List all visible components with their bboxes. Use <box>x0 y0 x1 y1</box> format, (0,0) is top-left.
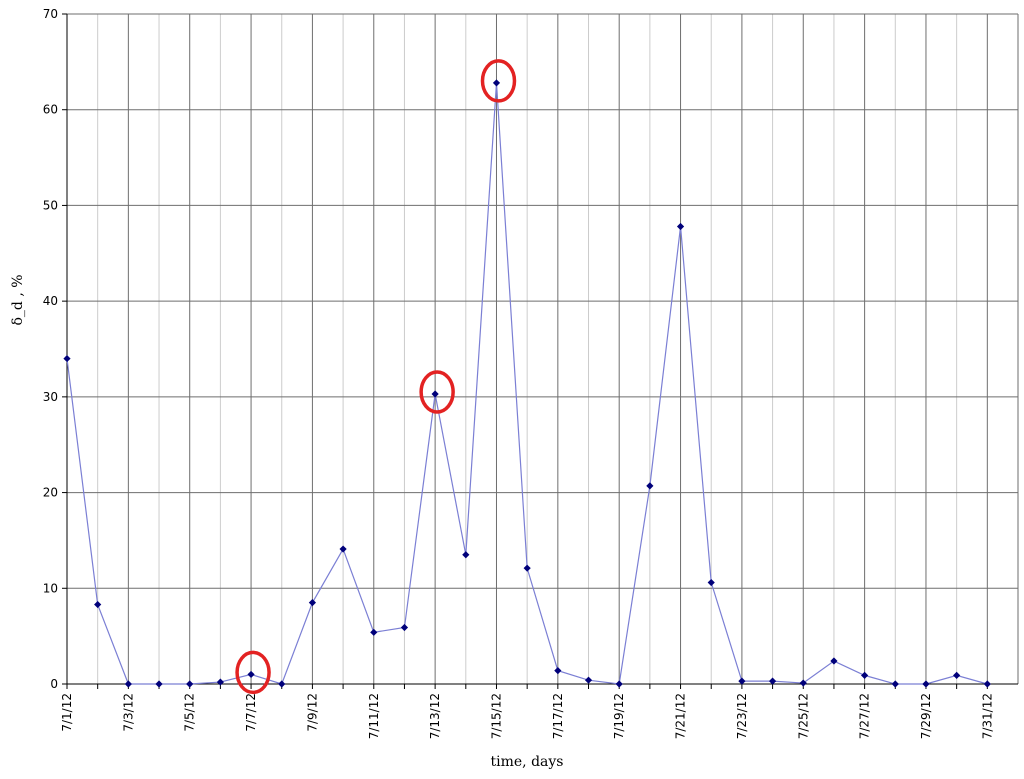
data-point <box>646 482 654 490</box>
x-tick-label: 7/17/12 <box>551 693 565 739</box>
y-tick-label: 10 <box>43 581 58 595</box>
data-point <box>370 628 378 636</box>
data-point <box>554 667 562 675</box>
highlight-circle <box>419 370 455 414</box>
data-point <box>584 676 593 684</box>
data-point <box>124 680 132 688</box>
x-tick-label: 7/21/12 <box>674 693 688 739</box>
x-tick-label: 7/31/12 <box>980 693 994 739</box>
data-point <box>891 680 899 688</box>
data-point <box>492 79 501 87</box>
x-tick-label: 7/5/12 <box>183 693 197 732</box>
data-point <box>247 670 255 679</box>
data-point <box>216 678 224 686</box>
x-tick-label: 7/29/12 <box>919 693 933 739</box>
x-tick-label: 7/3/12 <box>121 693 135 732</box>
data-point <box>615 680 623 688</box>
data-point <box>738 677 746 685</box>
x-tick-label: 7/1/12 <box>60 693 74 732</box>
y-tick-label: 50 <box>43 198 58 212</box>
data-point <box>278 680 286 688</box>
highlight-circle <box>235 650 271 695</box>
data-point <box>339 545 347 553</box>
y-axis-title: δ_d , % <box>10 274 26 325</box>
data-point <box>830 657 838 665</box>
y-tick-label: 40 <box>43 294 58 308</box>
data-point <box>462 551 470 559</box>
data-point <box>922 680 930 688</box>
x-tick-label: 7/23/12 <box>735 693 749 739</box>
x-axis: 7/1/12 7/3/12 7/5/12 7/7/12 7/9/12 7/11/12 7/1… <box>60 683 1018 739</box>
data-point <box>308 599 317 607</box>
y-tick-label: 0 <box>50 677 58 691</box>
x-tick-label: 7/13/12 <box>428 693 442 739</box>
y-tick-label: 60 <box>43 103 58 117</box>
y-tick-label: 70 <box>43 7 58 21</box>
data-point <box>861 671 869 679</box>
data-point <box>676 222 685 231</box>
data-point <box>94 600 102 609</box>
data-point <box>523 564 531 572</box>
data-point <box>983 680 991 688</box>
x-tick-label: 7/19/12 <box>612 693 626 739</box>
data-point <box>953 671 961 679</box>
x-tick-label: 7/25/12 <box>796 693 810 739</box>
data-point <box>63 354 71 363</box>
data-point <box>186 680 194 688</box>
data-point <box>431 390 439 398</box>
x-axis-title: time, days <box>491 754 564 770</box>
x-tick-label: 7/27/12 <box>858 693 872 739</box>
grid <box>66 13 1019 685</box>
data-point <box>768 677 777 685</box>
data-point <box>799 679 807 687</box>
x-tick-label: 7/7/12 <box>244 693 258 732</box>
y-tick-label: 30 <box>43 390 58 404</box>
x-tick-label: 7/11/12 <box>367 693 381 739</box>
x-tick-label: 7/9/12 <box>305 693 319 732</box>
x-tick-label: 7/15/12 <box>489 693 503 739</box>
highlight-circle <box>480 59 517 103</box>
data-points <box>63 79 991 688</box>
y-tick-label: 20 <box>43 486 58 500</box>
data-point <box>707 578 715 587</box>
y-axis: 0 10 20 30 40 50 60 70 <box>43 7 68 691</box>
highlight-circles <box>235 59 517 695</box>
data-point <box>400 623 409 632</box>
data-point <box>155 680 163 688</box>
